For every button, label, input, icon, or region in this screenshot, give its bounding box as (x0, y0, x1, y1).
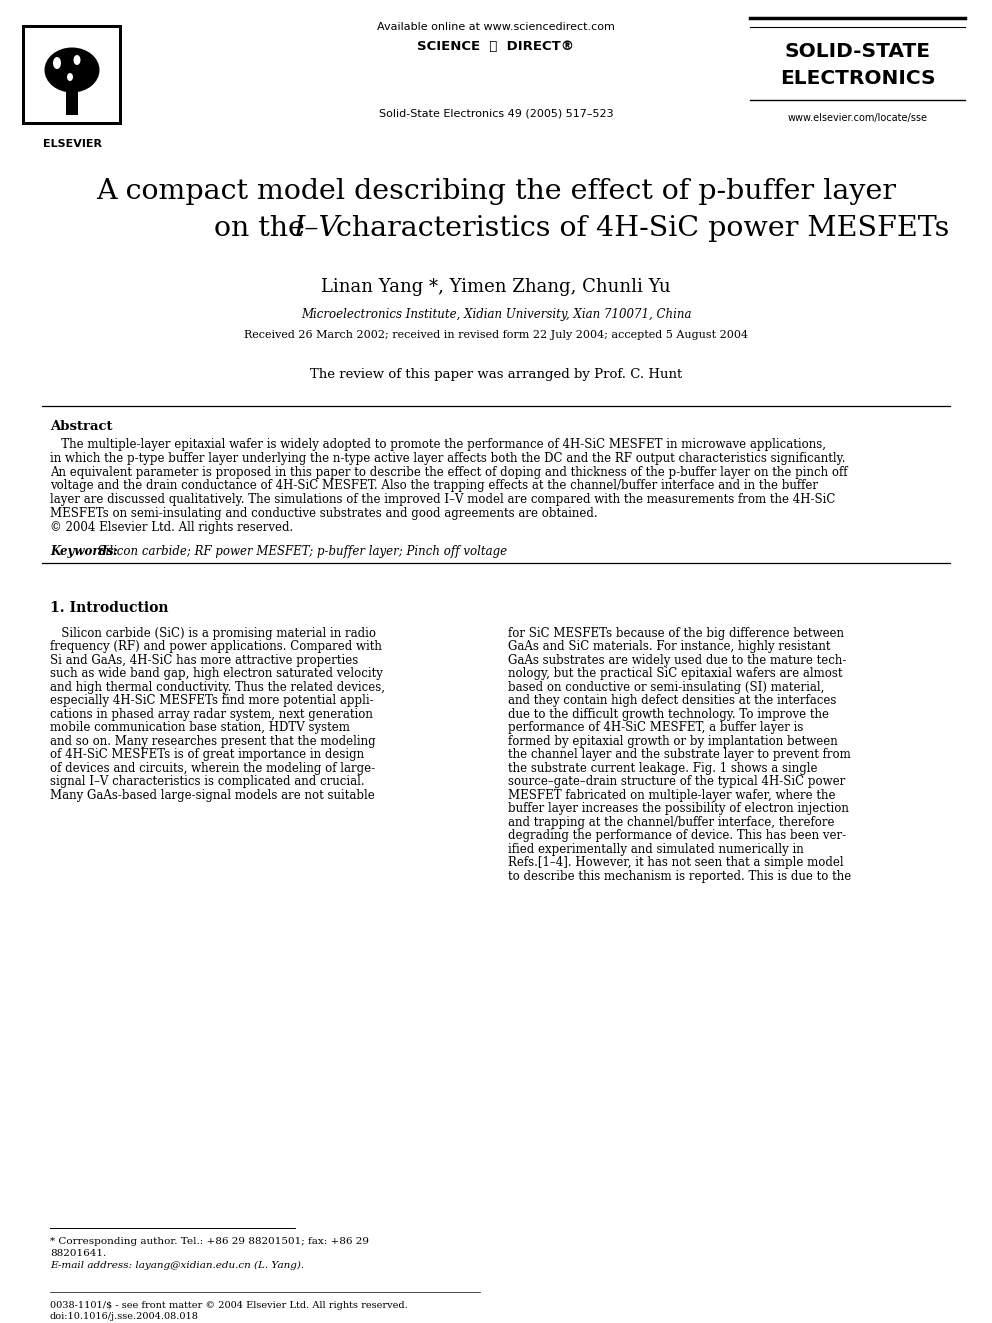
Text: for SiC MESFETs because of the big difference between: for SiC MESFETs because of the big diffe… (508, 627, 844, 639)
Text: © 2004 Elsevier Ltd. All rights reserved.: © 2004 Elsevier Ltd. All rights reserved… (50, 521, 294, 533)
Text: and they contain high defect densities at the interfaces: and they contain high defect densities a… (508, 695, 836, 706)
Text: formed by epitaxial growth or by implantation between: formed by epitaxial growth or by implant… (508, 734, 838, 747)
Text: I–V: I–V (293, 216, 339, 242)
Text: 1. Introduction: 1. Introduction (50, 601, 169, 615)
Text: GaAs substrates are widely used due to the mature tech-: GaAs substrates are widely used due to t… (508, 654, 846, 667)
Text: and high thermal conductivity. Thus the related devices,: and high thermal conductivity. Thus the … (50, 680, 385, 693)
Text: Si and GaAs, 4H-SiC has more attractive properties: Si and GaAs, 4H-SiC has more attractive … (50, 654, 358, 667)
Text: ELECTRONICS: ELECTRONICS (780, 69, 935, 89)
Text: Linan Yang *, Yimen Zhang, Chunli Yu: Linan Yang *, Yimen Zhang, Chunli Yu (321, 278, 671, 296)
Text: Silicon carbide; RF power MESFET; p-buffer layer; Pinch off voltage: Silicon carbide; RF power MESFET; p-buff… (90, 545, 507, 557)
Text: due to the difficult growth technology. To improve the: due to the difficult growth technology. … (508, 708, 829, 721)
Text: Refs.[1–4]. However, it has not seen that a simple model: Refs.[1–4]. However, it has not seen tha… (508, 856, 843, 869)
Text: especially 4H-SiC MESFETs find more potential appli-: especially 4H-SiC MESFETs find more pote… (50, 695, 374, 706)
Text: Many GaAs-based large-signal models are not suitable: Many GaAs-based large-signal models are … (50, 789, 375, 802)
Text: An equivalent parameter is proposed in this paper to describe the effect of dopi: An equivalent parameter is proposed in t… (50, 466, 847, 479)
Text: Received 26 March 2002; received in revised form 22 July 2004; accepted 5 August: Received 26 March 2002; received in revi… (244, 329, 748, 340)
Text: * Corresponding author. Tel.: +86 29 88201501; fax: +86 29: * Corresponding author. Tel.: +86 29 882… (50, 1237, 369, 1246)
Text: Keywords:: Keywords: (50, 545, 118, 557)
Text: on the: on the (214, 216, 314, 242)
Text: and so on. Many researches present that the modeling: and so on. Many researches present that … (50, 734, 376, 747)
Text: GaAs and SiC materials. For instance, highly resistant: GaAs and SiC materials. For instance, hi… (508, 640, 830, 654)
Text: the channel layer and the substrate layer to prevent from: the channel layer and the substrate laye… (508, 747, 851, 761)
Text: E-mail address: layang@xidian.edu.cn (L. Yang).: E-mail address: layang@xidian.edu.cn (L.… (50, 1261, 305, 1270)
Text: www.elsevier.com/locate/sse: www.elsevier.com/locate/sse (788, 112, 928, 123)
Text: The multiple-layer epitaxial wafer is widely adopted to promote the performance : The multiple-layer epitaxial wafer is wi… (50, 438, 826, 451)
Text: Available online at www.sciencedirect.com: Available online at www.sciencedirect.co… (377, 22, 615, 32)
Text: The review of this paper was arranged by Prof. C. Hunt: The review of this paper was arranged by… (310, 368, 682, 381)
Ellipse shape (67, 73, 73, 81)
Text: MESFET fabricated on multiple-layer wafer, where the: MESFET fabricated on multiple-layer wafe… (508, 789, 835, 802)
Text: of 4H-SiC MESFETs is of great importance in design: of 4H-SiC MESFETs is of great importance… (50, 747, 364, 761)
Text: A compact model describing the effect of p-buffer layer: A compact model describing the effect of… (96, 179, 896, 205)
Text: ELSEVIER: ELSEVIER (43, 139, 101, 149)
Text: Silicon carbide (SiC) is a promising material in radio: Silicon carbide (SiC) is a promising mat… (50, 627, 376, 639)
Text: signal I–V characteristics is complicated and crucial.: signal I–V characteristics is complicate… (50, 775, 365, 789)
Text: 0038-1101/$ - see front matter © 2004 Elsevier Ltd. All rights reserved.: 0038-1101/$ - see front matter © 2004 El… (50, 1301, 408, 1310)
Text: ified experimentally and simulated numerically in: ified experimentally and simulated numer… (508, 843, 804, 856)
Text: doi:10.1016/j.sse.2004.08.018: doi:10.1016/j.sse.2004.08.018 (50, 1312, 198, 1320)
Text: degrading the performance of device. This has been ver-: degrading the performance of device. Thi… (508, 830, 846, 843)
Text: performance of 4H-SiC MESFET, a buffer layer is: performance of 4H-SiC MESFET, a buffer l… (508, 721, 804, 734)
Text: mobile communication base station, HDTV system: mobile communication base station, HDTV … (50, 721, 350, 734)
Text: Microelectronics Institute, Xidian University, Xian 710071, China: Microelectronics Institute, Xidian Unive… (301, 308, 691, 321)
Text: MESFETs on semi-insulating and conductive substrates and good agreements are obt: MESFETs on semi-insulating and conductiv… (50, 507, 597, 520)
Text: 88201641.: 88201641. (50, 1249, 106, 1258)
Ellipse shape (53, 57, 61, 69)
Text: such as wide band gap, high electron saturated velocity: such as wide band gap, high electron sat… (50, 667, 383, 680)
Text: voltage and the drain conductance of 4H-SiC MESFET. Also the trapping effects at: voltage and the drain conductance of 4H-… (50, 479, 818, 492)
Bar (66, 85, 78, 115)
Bar (22, 25, 122, 124)
Text: and trapping at the channel/buffer interface, therefore: and trapping at the channel/buffer inter… (508, 815, 834, 828)
Ellipse shape (45, 48, 99, 93)
Text: Solid-State Electronics 49 (2005) 517–523: Solid-State Electronics 49 (2005) 517–52… (379, 108, 613, 118)
Text: layer are discussed qualitatively. The simulations of the improved I–V model are: layer are discussed qualitatively. The s… (50, 493, 835, 507)
Text: in which the p-type buffer layer underlying the n-type active layer affects both: in which the p-type buffer layer underly… (50, 451, 845, 464)
Ellipse shape (73, 56, 80, 65)
Text: characteristics of 4H-SiC power MESFETs: characteristics of 4H-SiC power MESFETs (327, 216, 949, 242)
Text: based on conductive or semi-insulating (SI) material,: based on conductive or semi-insulating (… (508, 680, 824, 693)
Text: the substrate current leakage. Fig. 1 shows a single: the substrate current leakage. Fig. 1 sh… (508, 762, 817, 774)
Text: SOLID-STATE: SOLID-STATE (785, 42, 930, 61)
Text: buffer layer increases the possibility of electron injection: buffer layer increases the possibility o… (508, 802, 849, 815)
Text: cations in phased array radar system, next generation: cations in phased array radar system, ne… (50, 708, 373, 721)
Text: Abstract: Abstract (50, 419, 112, 433)
Bar (25, 28, 119, 122)
Text: SCIENCE  ⓓ  DIRECT®: SCIENCE ⓓ DIRECT® (418, 40, 574, 53)
Text: to describe this mechanism is reported. This is due to the: to describe this mechanism is reported. … (508, 869, 851, 882)
Text: of devices and circuits, wherein the modeling of large-: of devices and circuits, wherein the mod… (50, 762, 375, 774)
Text: source–gate–drain structure of the typical 4H-SiC power: source–gate–drain structure of the typic… (508, 775, 845, 789)
Text: nology, but the practical SiC epitaxial wafers are almost: nology, but the practical SiC epitaxial … (508, 667, 842, 680)
Text: frequency (RF) and power applications. Compared with: frequency (RF) and power applications. C… (50, 640, 382, 654)
